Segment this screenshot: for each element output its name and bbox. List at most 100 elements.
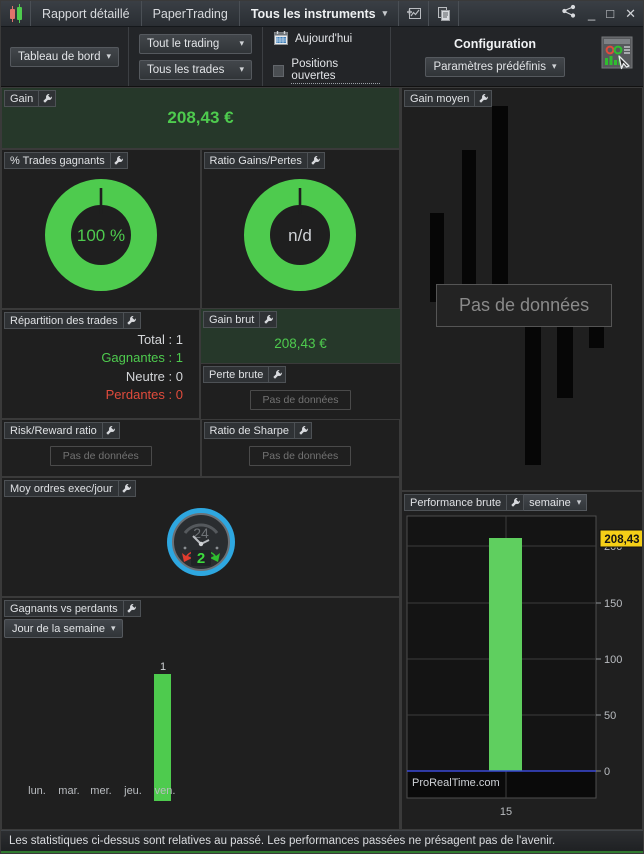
scope-select[interactable]: Tout le trading ▾	[139, 33, 252, 54]
gain-loss-ratio-donut: n/d	[202, 150, 400, 308]
repartition-list: Total : 1 Gagnantes : 1 Neutre : 0 Per	[2, 310, 199, 405]
wrench-icon[interactable]	[507, 494, 525, 511]
group-select-value: Jour de la semaine	[12, 622, 105, 635]
raw-performance-chart: ProRealTime.com 200 150 100 50 0 208,43 …	[402, 510, 642, 829]
wrench-icon[interactable]	[269, 366, 287, 383]
panel-repartition-title: Répartition des trades	[4, 312, 141, 329]
y-tick-100: 100	[604, 654, 622, 666]
tab-tous-les-instruments[interactable]: Tous les instruments ▾	[240, 1, 400, 26]
panel-gross-loss: Perte brute Pas de données	[201, 364, 400, 419]
x-tick-ven: ven.	[155, 785, 176, 797]
win-pct-value: 100 %	[77, 226, 125, 245]
panel-gain-loss-ratio: Ratio Gains/Pertes n/d	[200, 149, 400, 309]
tab-label: Tous les instruments	[250, 6, 376, 21]
panel-risk-reward: Risk/Reward ratio Pas de données	[1, 419, 201, 477]
wrench-icon[interactable]	[39, 90, 57, 107]
panel-gross-gain-title: Gain brut	[203, 311, 278, 328]
panel-title-label: Répartition des trades	[4, 312, 124, 329]
chevron-down-icon: ▾	[239, 38, 244, 48]
gross-gain-value: 208,43 €	[274, 335, 327, 351]
tab-label: Rapport détaillé	[42, 6, 130, 21]
open-positions-checkbox[interactable]	[273, 64, 285, 77]
bar-4	[525, 302, 541, 465]
config-preset-select[interactable]: Paramètres prédéfinis ▾	[425, 56, 565, 77]
wrench-icon[interactable]	[123, 312, 141, 329]
right-column: Gain moyen Pas de données	[400, 87, 643, 830]
tab-rapport-detaille[interactable]: Rapport détaillé	[31, 1, 142, 26]
panel-gross-loss-title: Perte brute	[203, 366, 287, 383]
close-button[interactable]: ✕	[625, 6, 636, 21]
config-preset-value: Paramètres prédéfinis	[433, 60, 546, 73]
panel-risk-reward-title: Risk/Reward ratio	[4, 422, 120, 439]
panel-avg-orders: Moy ordres exec/jour 24	[1, 477, 400, 597]
bar-ven	[154, 674, 171, 801]
wrench-icon[interactable]	[123, 600, 141, 617]
panel-title-label: Gain	[4, 90, 40, 107]
repartition-row-perdantes: Perdantes : 0	[2, 386, 183, 404]
panel-raw-performance: Performance brute semaine ▾	[401, 491, 643, 830]
mid-row: Répartition des trades Total : 1 Gagnant…	[1, 309, 400, 419]
trades-select[interactable]: Tous les trades ▾	[139, 59, 252, 80]
gauge-top-label: 24	[193, 525, 209, 541]
minimize-button[interactable]: _	[588, 6, 596, 21]
tab-papertrading[interactable]: PaperTrading	[142, 1, 240, 26]
panel-title-label: Moy ordres exec/jour	[4, 480, 119, 497]
gross-loss-nodata: Pas de données	[249, 389, 352, 410]
report-settings-icon[interactable]	[599, 34, 637, 79]
share-icon[interactable]	[561, 4, 577, 24]
repartition-row-gagnantes: Gagnantes : 1	[2, 349, 183, 367]
wrench-icon[interactable]	[102, 422, 120, 439]
copy-document-icon[interactable]	[429, 1, 460, 26]
period-select[interactable]: semaine ▾	[524, 494, 588, 511]
panel-title-label: Gain brut	[203, 311, 261, 328]
wrench-icon[interactable]	[307, 152, 325, 169]
wrench-icon[interactable]	[118, 480, 136, 497]
panel-title-label: Gagnants vs perdants	[4, 600, 124, 617]
maximize-button[interactable]: □	[606, 6, 615, 21]
dashboard-select[interactable]: Tableau de bord ▾	[10, 46, 120, 67]
winners-losers-group-select[interactable]: Jour de la semaine ▾	[4, 619, 124, 638]
chevron-down-icon: ▾	[551, 61, 557, 71]
gain-value: 208,43 €	[167, 108, 234, 127]
wrench-icon[interactable]	[295, 422, 312, 439]
chevron-down-icon: ▾	[110, 623, 116, 633]
today-row[interactable]: Aujourd'hui	[273, 30, 380, 49]
y-tick-50: 50	[604, 710, 616, 722]
wrench-icon[interactable]	[260, 311, 278, 328]
wrench-icon[interactable]	[110, 152, 128, 169]
trades-select-value: Tous les trades	[147, 63, 225, 76]
panel-title-label: Gain moyen	[404, 90, 476, 107]
panel-raw-performance-title: Performance brute semaine ▾	[404, 494, 588, 511]
dashboard-body: Gain 208,43 € % Trades gagnants	[1, 87, 643, 830]
panel-win-pct-title: % Trades gagnants	[4, 152, 128, 169]
filters-section: Tout le trading ▾ Tous les trades ▾	[129, 27, 263, 86]
bar-2	[462, 150, 476, 302]
chevron-down-icon: ▾	[382, 8, 388, 18]
y-tick-150: 150	[604, 598, 622, 610]
x-tick-mer: mer.	[90, 785, 111, 797]
panel-winners-losers-title: Gagnants vs perdants	[4, 600, 141, 617]
wrench-icon[interactable]	[475, 90, 493, 107]
gain-loss-ratio-value: n/d	[288, 226, 312, 245]
gross-stack: Gain brut 208,43 € Perte brute	[200, 309, 400, 419]
win-pct-donut: 100 %	[2, 150, 200, 308]
dashboard-section: Tableau de bord ▾	[1, 27, 129, 86]
gauge-value: 2	[196, 550, 204, 567]
toolbar: Tableau de bord ▾ Tout le trading ▾ Tous…	[1, 27, 643, 87]
open-positions-label: Positions ouvertes	[291, 58, 380, 84]
panel-title-label: % Trades gagnants	[4, 152, 111, 169]
x-tick-lun: lun.	[28, 785, 46, 797]
chevron-down-icon: ▾	[576, 497, 582, 507]
orders-gauge-icon: 24 2	[161, 502, 241, 587]
panel-title-label: Performance brute	[404, 494, 508, 511]
open-positions-row[interactable]: Positions ouvertes	[273, 58, 380, 84]
chevron-down-icon: ▾	[106, 51, 112, 61]
panel-gain: Gain 208,43 €	[1, 87, 400, 149]
add-chart-icon[interactable]	[399, 1, 430, 26]
tab-label: PaperTrading	[152, 6, 228, 21]
panel-win-pct: % Trades gagnants 100 %	[1, 149, 201, 309]
bar-1	[430, 213, 444, 302]
x-tick-mar: mar.	[58, 785, 79, 797]
row-value: 0	[175, 368, 183, 384]
